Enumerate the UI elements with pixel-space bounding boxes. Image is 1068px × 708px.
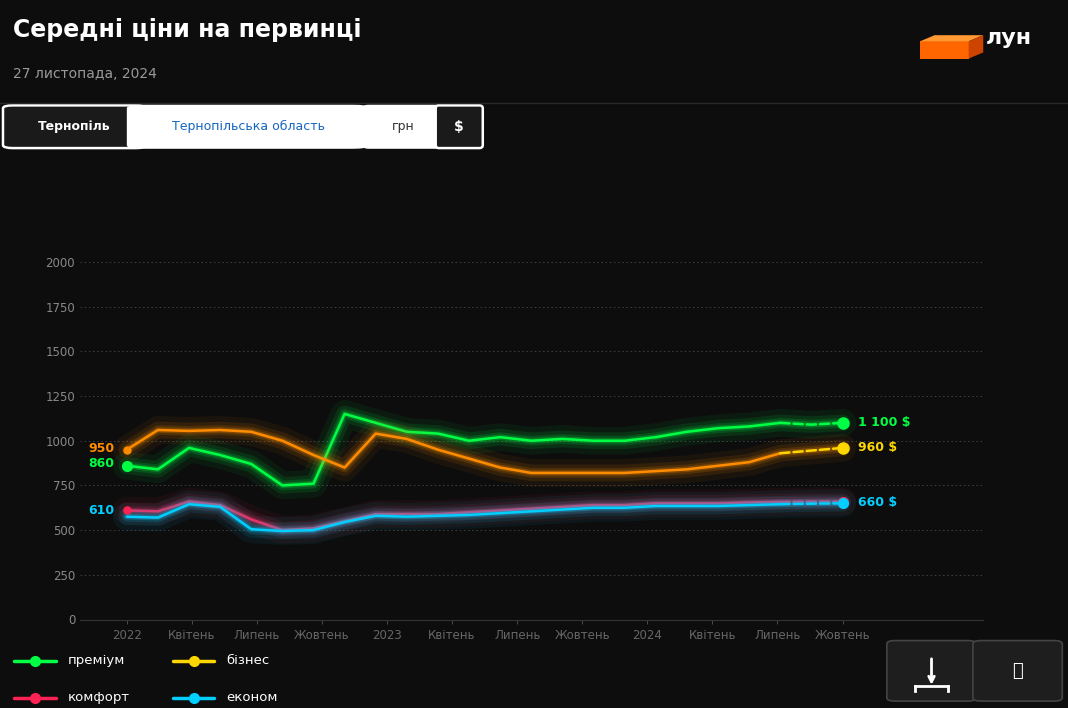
FancyBboxPatch shape: [886, 641, 976, 701]
Text: Тернопіль: Тернопіль: [37, 120, 111, 133]
Text: ⛓: ⛓: [1012, 662, 1023, 680]
Text: $: $: [454, 120, 465, 134]
FancyBboxPatch shape: [973, 641, 1063, 701]
Text: Тернопільська область: Тернопільська область: [172, 120, 325, 133]
Text: 960 $: 960 $: [858, 441, 897, 455]
Text: 660 $: 660 $: [858, 496, 897, 509]
Text: економ: економ: [226, 691, 278, 704]
Text: комфорт: комфорт: [67, 691, 129, 704]
FancyBboxPatch shape: [127, 105, 370, 148]
Text: 950: 950: [89, 442, 114, 455]
Text: бізнес: бізнес: [226, 654, 269, 667]
Text: преміум: преміум: [67, 654, 125, 667]
FancyBboxPatch shape: [3, 105, 145, 148]
Text: 610: 610: [89, 504, 114, 517]
FancyBboxPatch shape: [436, 105, 483, 148]
FancyBboxPatch shape: [363, 105, 443, 148]
Text: 1 100 $: 1 100 $: [858, 416, 911, 429]
Text: грн: грн: [392, 120, 414, 133]
Text: 27 листопада, 2024: 27 листопада, 2024: [13, 67, 157, 81]
Text: Середні ціни на первинці: Середні ціни на первинці: [13, 18, 361, 42]
Text: 860: 860: [89, 457, 114, 469]
Polygon shape: [921, 41, 969, 59]
Polygon shape: [969, 35, 984, 59]
Polygon shape: [921, 35, 984, 41]
Text: лун: лун: [986, 28, 1032, 48]
